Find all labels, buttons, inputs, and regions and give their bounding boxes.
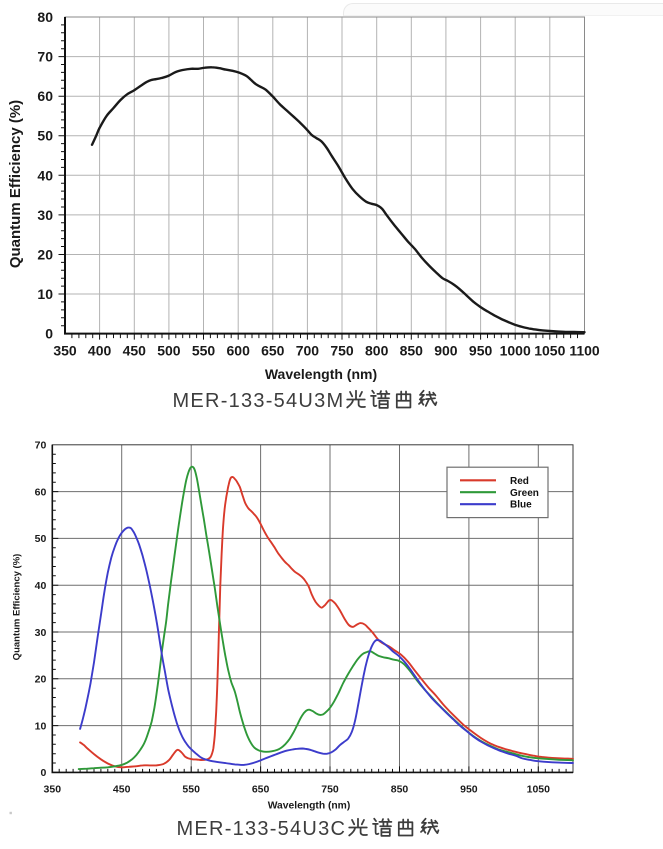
svg-text:40: 40 [35,580,47,592]
svg-text:80: 80 [37,9,53,25]
svg-text:350: 350 [53,343,77,359]
svg-text:Wavelength (nm): Wavelength (nm) [268,801,351,812]
svg-text:550: 550 [182,783,200,795]
svg-text:Red: Red [510,476,529,487]
svg-text:950: 950 [460,783,478,795]
svg-text:450: 450 [113,783,131,795]
svg-text:0: 0 [40,767,46,779]
svg-text:750: 750 [321,783,339,795]
svg-text:Green: Green [510,488,539,499]
svg-text:1050: 1050 [527,783,551,795]
svg-text:MER-133-54U3M: MER-133-54U3M [173,390,345,412]
svg-text:10: 10 [37,286,53,302]
svg-text:Blue: Blue [510,500,532,511]
svg-text:450: 450 [123,343,147,359]
svg-text:800: 800 [365,343,389,359]
svg-text:20: 20 [35,674,47,686]
svg-text:500: 500 [157,343,181,359]
svg-text:650: 650 [252,783,270,795]
svg-text:30: 30 [35,627,47,639]
svg-text:850: 850 [391,783,409,795]
svg-text:40: 40 [37,167,53,183]
svg-text:Quantum Efficiency (%): Quantum Efficiency (%) [12,554,23,661]
svg-text:Wavelength (nm): Wavelength (nm) [265,366,377,382]
svg-text:10: 10 [35,720,47,732]
svg-text:20: 20 [37,247,53,263]
svg-text:MER-133-54U3C: MER-133-54U3C [177,818,347,840]
svg-text:60: 60 [35,486,47,498]
svg-text:400: 400 [88,343,112,359]
svg-text:0: 0 [45,326,53,342]
svg-text:70: 70 [35,440,47,452]
svg-text:60: 60 [37,88,53,104]
svg-text:650: 650 [261,343,285,359]
svg-text:50: 50 [35,533,47,545]
svg-text:50: 50 [37,128,53,144]
svg-text:900: 900 [434,343,458,359]
svg-text:70: 70 [37,49,53,65]
svg-text:750: 750 [330,343,354,359]
svg-text:1050: 1050 [534,343,565,359]
svg-text:1100: 1100 [569,343,600,359]
svg-text:850: 850 [400,343,424,359]
svg-text:950: 950 [469,343,493,359]
svg-text:550: 550 [192,343,216,359]
svg-text:30: 30 [37,207,53,223]
svg-text:700: 700 [296,343,320,359]
svg-text:350: 350 [44,783,62,795]
svg-text:Quantum Efficiency (%): Quantum Efficiency (%) [7,100,24,268]
svg-text:1000: 1000 [500,343,531,359]
svg-text:600: 600 [227,343,251,359]
